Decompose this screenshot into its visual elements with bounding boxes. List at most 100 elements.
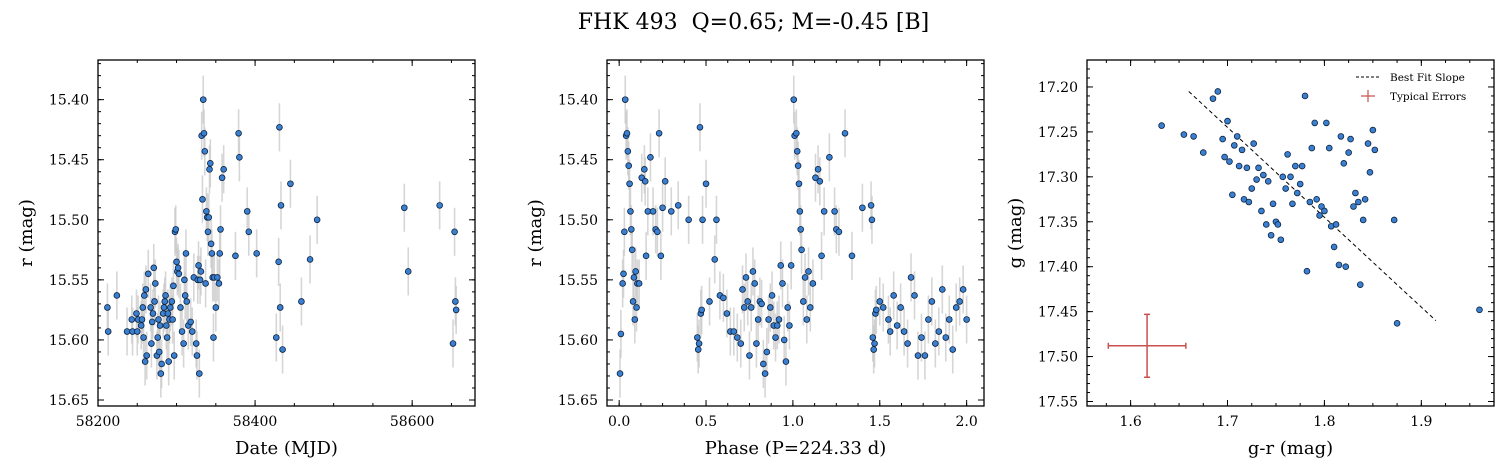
data-point <box>162 292 169 299</box>
data-point <box>1269 200 1277 208</box>
data-point <box>667 208 675 215</box>
data-point <box>749 268 757 275</box>
data-point <box>163 322 170 329</box>
data-point <box>773 322 781 329</box>
data-point <box>790 96 798 103</box>
data-point <box>754 316 762 323</box>
data-point <box>630 274 638 281</box>
data-point <box>1476 306 1483 314</box>
data-point <box>210 334 217 341</box>
data-point <box>1262 221 1270 228</box>
data-point <box>1393 320 1401 327</box>
data-point <box>404 268 412 275</box>
data-point <box>795 180 803 188</box>
data-point <box>1279 173 1287 181</box>
data-point <box>631 316 639 323</box>
data-point <box>820 208 828 215</box>
y-tick-label: 15.65 <box>558 393 598 409</box>
y-tick-label: 17.20 <box>1038 80 1078 96</box>
data-point <box>1345 149 1352 156</box>
data-point <box>1321 207 1328 215</box>
data-point <box>1277 236 1285 244</box>
data-point <box>204 228 212 236</box>
data-point <box>803 316 811 323</box>
data-point <box>629 298 637 305</box>
data-point <box>196 370 203 377</box>
data-point <box>452 298 459 305</box>
data-point <box>641 178 649 185</box>
data-point <box>1303 267 1311 275</box>
data-point <box>1274 221 1282 228</box>
data-point <box>935 328 943 335</box>
data-point <box>619 280 626 287</box>
data-point <box>814 166 822 173</box>
data-point <box>767 304 774 311</box>
data-point <box>801 274 809 281</box>
data-point <box>1264 178 1272 185</box>
data-point <box>181 276 188 284</box>
x-axis-label: g-r (mag) <box>1248 438 1333 459</box>
x-tick-label: 1.8 <box>1313 414 1335 430</box>
data-point <box>141 292 148 299</box>
data-point <box>885 316 892 323</box>
data-point <box>886 328 894 335</box>
data-point <box>104 328 112 335</box>
data-point <box>1301 92 1309 100</box>
data-point <box>879 304 887 311</box>
data-point <box>306 256 314 263</box>
data-point <box>1293 189 1301 197</box>
legend: Best Fit Slope Typical Errors <box>1356 72 1466 103</box>
data-point <box>818 252 825 260</box>
y-tick-label: 15.60 <box>558 333 598 349</box>
data-point <box>169 316 176 323</box>
data-point <box>1342 263 1350 271</box>
panel-light-curve-phase: 0.0 0.5 1.0 1.5 2.0 15.40 15.45 15.50 15.55 15.60… <box>525 59 985 459</box>
data-point <box>848 252 856 260</box>
data-point <box>1287 173 1294 181</box>
data-point <box>216 250 224 257</box>
data-point <box>152 280 159 287</box>
data-point <box>694 346 702 353</box>
data-point <box>1248 185 1256 192</box>
data-point <box>1306 198 1314 206</box>
data-point <box>182 250 190 257</box>
x-axis-label: Phase (P=224.33 d) <box>705 438 887 459</box>
data-point <box>932 340 939 347</box>
y-axis-label: r (mag) <box>525 199 546 267</box>
data-point <box>1361 195 1369 203</box>
data-point <box>155 316 162 323</box>
data-point <box>1359 216 1367 224</box>
data-point <box>140 334 147 341</box>
data-point <box>654 228 661 236</box>
data-point <box>768 292 776 299</box>
data-point <box>758 300 765 308</box>
data-point <box>744 298 752 305</box>
data-point <box>1209 95 1217 102</box>
y-tick-label: 15.65 <box>49 393 89 409</box>
data-point <box>165 358 172 365</box>
data-point <box>205 214 213 221</box>
data-point <box>649 208 657 215</box>
data-point <box>1221 153 1228 161</box>
data-point <box>623 129 631 137</box>
data-point <box>1330 243 1338 251</box>
data-point <box>180 340 187 347</box>
x-tick-label: 1.7 <box>1216 414 1238 430</box>
data-point <box>746 352 753 359</box>
y-tick-label: 15.60 <box>49 333 89 349</box>
data-point <box>806 304 814 311</box>
legend-label-errors: Typical Errors <box>1390 91 1466 103</box>
data-point <box>720 294 727 302</box>
data-point <box>142 286 150 293</box>
x-tick-label: 1.6 <box>1119 414 1141 430</box>
data-point <box>1371 146 1379 154</box>
data-point <box>628 246 636 254</box>
y-tick-label: 15.45 <box>49 153 89 169</box>
data-point <box>199 196 206 203</box>
data-point <box>1337 133 1345 140</box>
data-point <box>243 208 251 215</box>
data-point <box>793 148 801 155</box>
data-point <box>800 298 807 305</box>
data-point <box>1245 198 1253 206</box>
data-point <box>911 292 918 299</box>
